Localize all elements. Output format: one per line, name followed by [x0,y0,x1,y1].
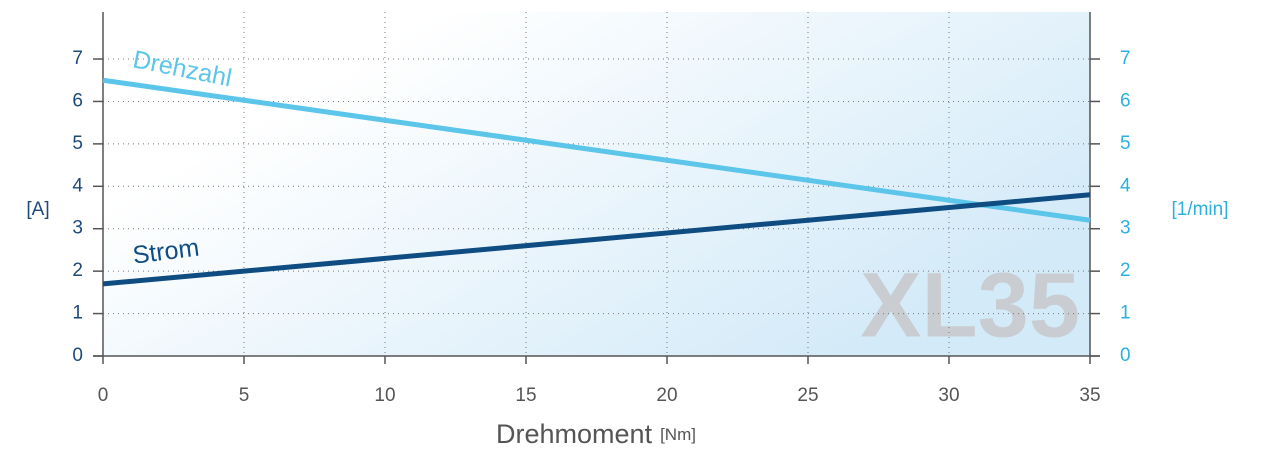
x-tick-label: 5 [239,385,250,406]
x-tick-label: 15 [515,385,536,406]
x-tick-label: 10 [374,385,395,406]
y-tick-label: 2 [72,260,83,281]
x-tick-label: 25 [797,385,818,406]
y2-tick-label: 7 [1120,48,1131,69]
x-tick-label: 35 [1079,385,1100,406]
plot-background [103,12,1090,356]
series-line [102,77,1091,223]
y2-tick-label: 0 [1120,345,1131,366]
watermark: XL35 [860,254,1080,356]
x-tick-label: 30 [938,385,959,406]
y2-tick-label: 6 [1120,90,1131,111]
y-tick-label: 7 [72,48,83,69]
y2-tick-label: 3 [1120,218,1131,239]
x-label-unit: [Nm] [660,425,696,444]
y2-tick-label: 1 [1120,303,1131,324]
y-tick-label: 5 [72,133,83,154]
y-axis-label: [A] [26,199,49,220]
series-line [102,192,1091,287]
y-tick-label: 1 [72,303,83,324]
y-tick-label: 4 [72,175,83,196]
y-tick-label: 6 [72,90,83,111]
y-tick-label: 0 [72,345,83,366]
x-label-text: Drehmoment [496,419,653,449]
x-tick-label: 0 [98,385,109,406]
y2-tick-label: 5 [1120,133,1131,154]
y2-axis-label: [1/min] [1171,199,1228,220]
y-tick-label: 3 [72,218,83,239]
x-axis-label: Drehmoment [Nm] [496,419,696,449]
y2-tick-label: 2 [1120,260,1131,281]
x-tick-label: 20 [656,385,677,406]
y2-tick-label: 4 [1120,175,1131,196]
